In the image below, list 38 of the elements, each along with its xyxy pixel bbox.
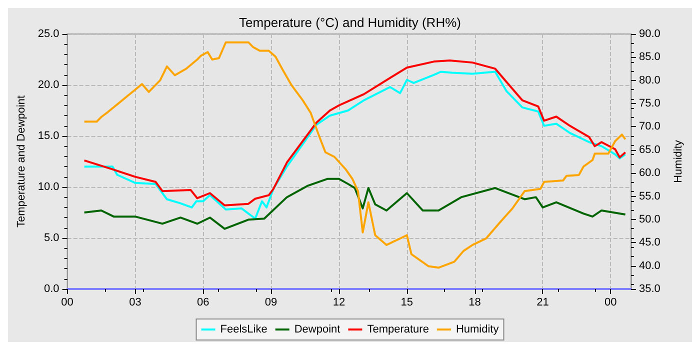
x-tick-label: 00 xyxy=(61,296,74,308)
line-series xyxy=(83,70,626,220)
y-tick-label: 0.0 xyxy=(44,283,60,295)
y2-tick-label: 35.0 xyxy=(639,283,660,295)
legend-label: FeelsLike xyxy=(220,324,268,336)
y2-tick-label: 40.0 xyxy=(639,260,660,272)
y2-axis-title: Humidity xyxy=(672,140,684,183)
y2-tick-label: 45.0 xyxy=(639,236,660,249)
x-tick-label: 18 xyxy=(468,296,481,308)
x-tick-label: 15 xyxy=(400,296,414,308)
x-tick-label: 03 xyxy=(129,296,142,308)
legend-label: Humidity xyxy=(456,324,500,336)
line-series xyxy=(83,60,626,206)
y2-tick-label: 75.0 xyxy=(639,98,660,110)
y2-tick-label: 55.0 xyxy=(639,190,660,202)
y-tick-label: 20.0 xyxy=(38,79,60,91)
y2-tick-label: 85.0 xyxy=(639,51,660,64)
x-tick-label: 12 xyxy=(332,296,346,308)
y2-tick-label: 50.0 xyxy=(639,213,660,226)
y2-tick-label: 60.0 xyxy=(639,167,660,180)
y2-tick-label: 65.0 xyxy=(639,144,660,156)
x-tick-label: 06 xyxy=(197,296,210,308)
legend-label: Temperature xyxy=(367,324,429,336)
y-tick-label: 5.0 xyxy=(44,232,60,244)
y-axis-title: Temperature and Dewpoint xyxy=(16,95,28,228)
legend-label: Dewpoint xyxy=(294,324,340,336)
y2-tick-label: 80.0 xyxy=(639,74,660,86)
chart-title: Temperature (°C) and Humidity (RH%) xyxy=(239,15,461,30)
x-tick-label: 21 xyxy=(536,296,549,308)
line-series xyxy=(83,178,626,230)
y-tick-label: 15.0 xyxy=(38,130,60,142)
line-series xyxy=(83,41,626,269)
x-tick-label: 09 xyxy=(264,296,278,308)
y2-tick-label: 70.0 xyxy=(639,120,660,133)
y-tick-label: 25.0 xyxy=(38,28,60,40)
y-tick-label: 10.0 xyxy=(38,181,60,193)
x-tick-label: 00 xyxy=(604,296,617,308)
y2-tick-label: 90.0 xyxy=(639,28,660,40)
